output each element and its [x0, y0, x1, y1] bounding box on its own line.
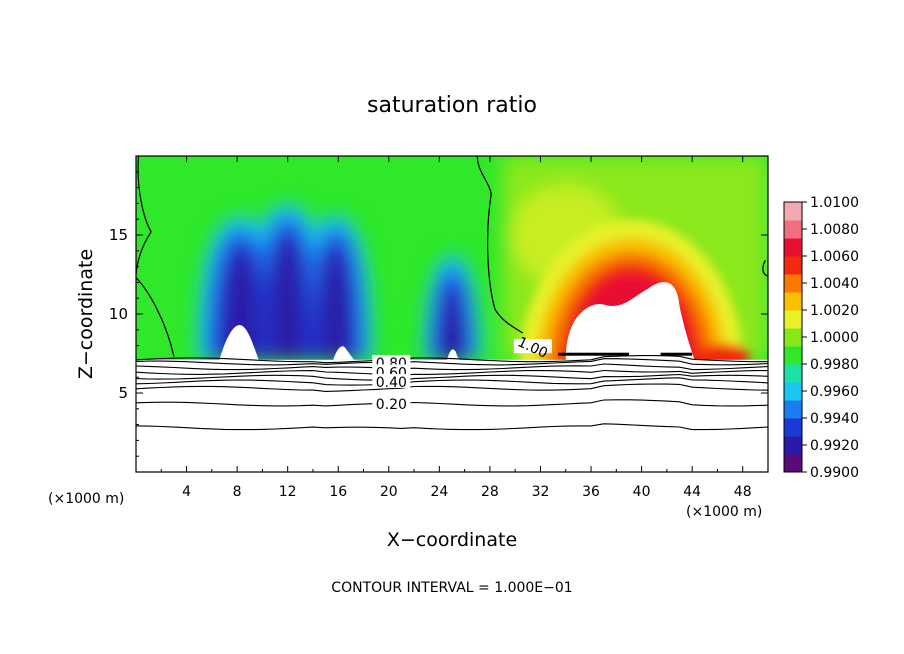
x-tick-label: 20: [380, 484, 398, 500]
x-tick-label: 28: [481, 484, 499, 500]
subsaturated-plume-layer: [269, 236, 306, 360]
x-tick-label: 8: [233, 484, 242, 500]
contour-line-1-00: [762, 259, 768, 277]
contour-line: [136, 363, 768, 371]
y-tick-label: 15: [109, 226, 128, 244]
contour-interval-note: CONTOUR INTERVAL = 1.000E−01: [331, 580, 572, 596]
colorbar-swatch: [784, 400, 802, 419]
colorbar-swatch: [784, 346, 802, 365]
plot-area: [136, 156, 768, 472]
colorbar-swatch: [784, 292, 802, 311]
contour-line: [136, 383, 768, 392]
x-unit-right: (×1000 m): [686, 504, 762, 520]
colorbar-swatch: [784, 454, 802, 473]
out-of-range-core: [219, 325, 259, 360]
contour-crowding: [558, 352, 629, 356]
x-axis: 4 8 12 16 20 24 28 32 36 40 44 48: [160, 156, 752, 500]
colorbar-label: 0.9940: [810, 411, 859, 427]
colorbar-label: 1.0020: [810, 303, 859, 319]
x-unit-left: (×1000 m): [48, 491, 124, 507]
colorbar-swatch: [784, 382, 802, 401]
y-axis: 5 10 15: [109, 171, 768, 457]
subsaturated-plume-layer: [439, 287, 465, 360]
contour-label-bg: [513, 339, 552, 354]
saturation-field: [136, 156, 768, 472]
colorbar-swatch: [784, 274, 802, 293]
colorbar-label: 1.0000: [810, 330, 859, 346]
colorbar-swatch: [784, 202, 802, 221]
y-tick-label: 5: [118, 384, 128, 402]
contour-line: [136, 369, 768, 376]
colorbar-swatch: [784, 238, 802, 257]
colorbar-swatch: [784, 328, 802, 347]
x-tick-label: 4: [182, 484, 191, 500]
subsaturated-plume-layer: [319, 247, 353, 360]
contour-crowding: [660, 352, 693, 356]
colorbar-label: 0.9960: [810, 384, 859, 400]
field-soft: [196, 156, 768, 360]
x-tick-label: 24: [430, 484, 448, 500]
colorbar-swatch: [784, 220, 802, 239]
contour-label-bg: [372, 396, 411, 411]
y-tick-label: 10: [109, 305, 128, 323]
x-tick-label: 44: [683, 484, 701, 500]
colorbar-label: 0.9920: [810, 438, 859, 454]
contour-line: [136, 355, 768, 364]
contour-label-bg: [372, 373, 411, 388]
colorbar-swatch: [784, 310, 802, 329]
contour-line: [136, 377, 768, 386]
x-axis-label: X−coordinate: [387, 529, 517, 551]
y-axis-label: Z−coordinate: [75, 249, 97, 379]
contour-line: [136, 358, 768, 366]
colorbar-label: 1.0060: [810, 249, 859, 265]
x-tick-label: 36: [582, 484, 600, 500]
colorbar-label: 0.9980: [810, 357, 859, 373]
out-of-range-core: [446, 349, 461, 360]
contour-line: [136, 373, 768, 381]
colorbar-swatch: [784, 256, 802, 275]
colorbar-label: 1.0040: [810, 276, 859, 292]
contour-label: 0.40: [376, 375, 407, 391]
colorbar-swatch: [784, 418, 802, 437]
x-tick-label: 40: [633, 484, 651, 500]
contour-line: [136, 423, 768, 431]
x-tick-label: 12: [279, 484, 297, 500]
x-tick-label: 16: [329, 484, 347, 500]
colorbar: 1.0100 1.0080 1.0060 1.0040 1.0020 1.0000 0.99…: [783, 195, 859, 481]
colorbar-label: 1.0100: [810, 195, 859, 211]
contour-line-1-00: [136, 277, 175, 357]
out-of-range-core: [333, 346, 355, 360]
chart-title: saturation ratio: [367, 93, 537, 118]
colorbar-swatch: [784, 364, 802, 383]
x-tick-label: 48: [734, 484, 752, 500]
x-tick-label: 32: [532, 484, 550, 500]
contour-line-1-00: [136, 156, 152, 275]
contour-line-1-00: [476, 156, 524, 334]
contour-line: [136, 399, 768, 407]
contour-label: 0.20: [376, 397, 407, 413]
colorbar-swatch: [784, 436, 802, 455]
out-of-range-core: [565, 282, 695, 360]
colorbar-label: 1.0080: [810, 222, 859, 238]
colorbar-label: 0.9900: [810, 465, 859, 481]
contour-lines: [136, 156, 768, 431]
